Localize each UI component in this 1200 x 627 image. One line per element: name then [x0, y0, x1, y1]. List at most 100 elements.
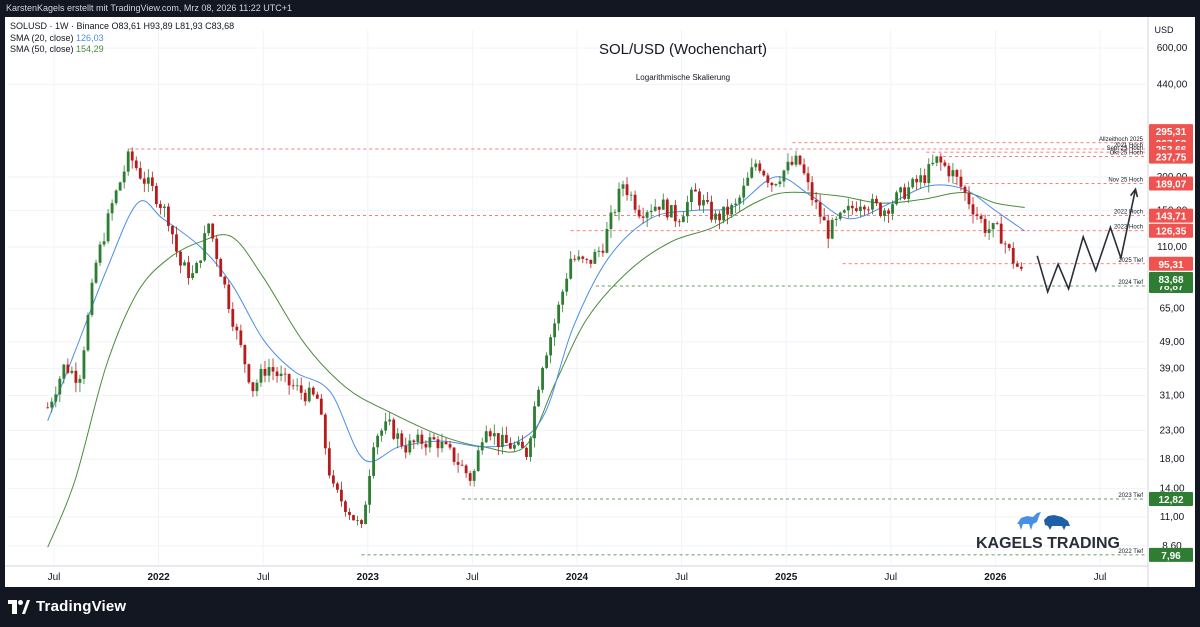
candle-body [641, 216, 645, 218]
candle-body [867, 209, 870, 211]
level-label: 2022 Hoch [1114, 210, 1143, 216]
price-tag: 237,75 [1156, 153, 1187, 164]
candle-body [951, 170, 955, 177]
candle-body [597, 250, 601, 252]
candle-body [681, 216, 685, 223]
candle-body [883, 210, 886, 216]
y-tick-label: 110,00 [1157, 242, 1187, 253]
candle-body [810, 182, 814, 201]
candle-body [118, 182, 122, 191]
candle-body [444, 441, 448, 445]
candle-body [553, 323, 557, 338]
candle-body [356, 520, 359, 521]
candle-body [722, 206, 726, 221]
candle-body [231, 309, 235, 327]
candle-body [408, 440, 412, 453]
candle-body [858, 206, 862, 211]
price-tag: 12,82 [1158, 495, 1183, 506]
sma50-value: 154,29 [76, 44, 104, 54]
candle-body [545, 355, 548, 368]
candle-body [82, 350, 86, 379]
candle-body [939, 156, 943, 163]
candle-body [581, 256, 585, 259]
candle-body [98, 244, 102, 263]
symbol-line: SOLUSD · 1W · Binance O83,61 H93,89 L81,… [10, 21, 235, 31]
candle-body [706, 200, 709, 202]
candle-body [585, 258, 589, 260]
sma20-line [47, 176, 1025, 463]
candle-body [62, 364, 66, 379]
candle-body [412, 440, 416, 443]
candle-body [344, 501, 347, 512]
candle-body [464, 465, 468, 474]
candle-body [315, 394, 319, 399]
candle-body [311, 387, 315, 395]
candle-body [774, 184, 778, 186]
candle-body [352, 515, 355, 521]
candle-body [995, 223, 999, 224]
chart-title: SOL/USD (Wochenchart) [599, 41, 767, 58]
candle-body [307, 387, 311, 402]
candle-body [171, 225, 174, 235]
level-label: 2023 Hoch [1114, 225, 1143, 231]
price-tag: 143,71 [1156, 212, 1187, 223]
candle-body [782, 170, 786, 182]
candle-body [673, 205, 677, 222]
candle-body [979, 215, 983, 219]
candle-body [943, 162, 947, 166]
candle-body [271, 367, 275, 372]
candle-body [637, 209, 641, 217]
candle-body [436, 439, 440, 449]
candle-body [255, 382, 259, 392]
x-tick-label: Jul [884, 572, 897, 583]
candle-body [404, 445, 408, 453]
candle-body [424, 443, 428, 448]
candle-body [476, 450, 480, 471]
candle-body [215, 238, 219, 259]
candle-body [541, 367, 544, 390]
sma20-label: SMA (20, close) [10, 32, 74, 43]
candle-body [879, 203, 882, 216]
sma50-line [47, 191, 1025, 548]
candle-body [738, 197, 742, 204]
level-label: Nov 25 Hoch [1108, 177, 1143, 183]
indicator-legend: SOLUSD · 1W · Binance O83,61 H93,89 L81,… [10, 21, 234, 56]
candle-body [533, 406, 536, 439]
price-tag-box [1149, 149, 1193, 164]
candle-body [146, 177, 150, 184]
y-tick-label: 39,00 [1159, 364, 1184, 375]
price-tag: 295,31 [1156, 127, 1187, 138]
candle-body [601, 250, 605, 253]
candle-body [758, 163, 762, 171]
price-tag-box [1149, 124, 1193, 139]
candle-body [975, 214, 979, 216]
candle-body [911, 178, 915, 188]
candle-body [360, 520, 363, 525]
level-label: 2021 Hoch [1114, 143, 1143, 149]
candle-body [183, 262, 186, 266]
price-tag-box [1149, 223, 1193, 238]
candle-body [919, 175, 923, 183]
candle-body [1019, 266, 1023, 269]
candle-body [70, 370, 74, 373]
y-tick-label: 440,00 [1157, 79, 1188, 90]
candle-body [537, 389, 540, 407]
candle-body [959, 176, 963, 187]
candle-body [46, 407, 50, 409]
candle-body [794, 155, 798, 165]
candle-body [396, 433, 400, 439]
candle-body [750, 167, 754, 178]
y-tick-label: 600,00 [1157, 43, 1188, 54]
candle-body [295, 385, 299, 387]
candle-body [86, 314, 90, 351]
x-tick-label: Jul [466, 572, 479, 583]
candle-body [983, 218, 987, 233]
price-tag: 126,35 [1156, 227, 1187, 238]
candle-body [207, 223, 211, 234]
candle-body [770, 182, 774, 186]
tradingview-logo[interactable]: TradingView [8, 598, 126, 615]
y-tick-label: 23,00 [1159, 425, 1184, 436]
candle-body [291, 385, 295, 387]
candle-body [508, 442, 512, 449]
